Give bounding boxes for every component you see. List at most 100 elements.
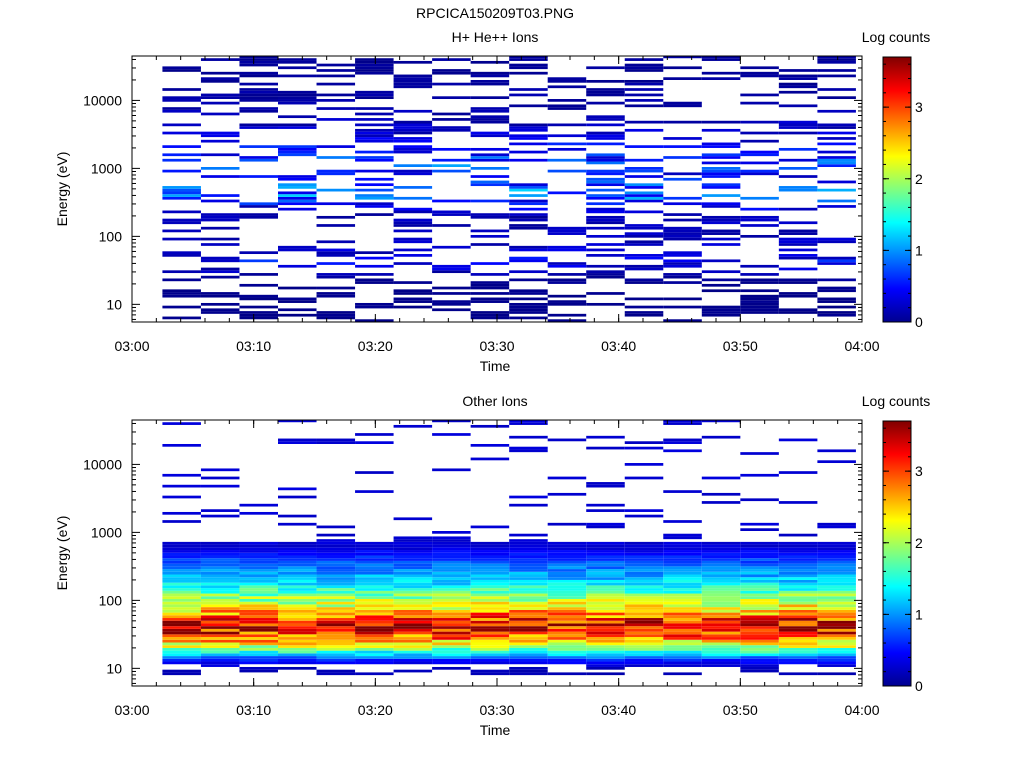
heatmap-cell	[470, 525, 510, 529]
heatmap-cell	[663, 631, 702, 635]
heatmap-cell	[778, 672, 818, 676]
heatmap-cell	[740, 224, 779, 227]
heatmap-cell	[663, 101, 702, 105]
heatmap-cell	[162, 305, 201, 309]
heatmap-cell	[432, 267, 471, 271]
heatmap-cell	[200, 101, 240, 105]
heatmap-cell	[586, 656, 625, 659]
heatmap-cell	[509, 213, 548, 216]
heatmap-cell	[586, 226, 625, 230]
heatmap-cell	[624, 186, 664, 189]
heatmap-cell	[547, 628, 587, 632]
heatmap-cell	[740, 607, 779, 610]
heatmap-cell	[432, 634, 471, 638]
heatmap-cell	[432, 71, 471, 75]
heatmap-cell	[778, 634, 818, 638]
heatmap-cell	[393, 623, 433, 627]
heatmap-cell	[470, 424, 510, 428]
heatmap-cell	[470, 618, 510, 621]
heatmap-cell	[586, 598, 625, 602]
heatmap-cell	[355, 281, 394, 284]
heatmap-cell	[393, 541, 433, 545]
heatmap-cell	[162, 634, 201, 638]
heatmap-cell	[547, 569, 587, 572]
heatmap-cell	[740, 590, 779, 594]
heatmap-cell	[701, 631, 741, 635]
heatmap-cell	[701, 607, 741, 610]
heatmap-cell	[355, 609, 394, 613]
heatmap-cell	[200, 628, 240, 632]
heatmap-cell	[624, 607, 664, 610]
heatmap-cell	[162, 620, 201, 624]
heatmap-cell	[624, 128, 664, 132]
heatmap-cell	[701, 145, 741, 148]
heatmap-cell	[162, 626, 201, 629]
heatmap-cell	[547, 658, 587, 662]
heatmap-cell	[701, 645, 741, 648]
heatmap-cell	[239, 213, 278, 216]
heatmap-cell	[740, 207, 779, 211]
heatmap-cell	[470, 243, 510, 246]
panel1-y-axis-label: Energy (eV)	[54, 152, 70, 227]
heatmap-cell	[432, 571, 471, 575]
heatmap-cell	[316, 650, 356, 654]
heatmap-cell	[778, 612, 818, 616]
heatmap-cell	[239, 623, 278, 627]
heatmap-cell	[817, 664, 856, 667]
heatmap-cell	[663, 550, 702, 553]
heatmap-cell	[470, 175, 510, 178]
heatmap-cell	[316, 618, 356, 621]
heatmap-cell	[239, 658, 278, 662]
heatmap-cell	[393, 131, 433, 135]
heatmap-cell	[509, 569, 548, 572]
heatmap-cell	[355, 579, 394, 583]
heatmap-cell	[817, 623, 856, 627]
heatmap-cell	[663, 577, 702, 580]
heatmap-cell	[624, 577, 664, 580]
heatmap-cell	[817, 552, 856, 556]
heatmap-cell	[432, 645, 471, 648]
heatmap-cell	[162, 560, 201, 564]
heatmap-cell	[586, 123, 625, 127]
heatmap-cell	[200, 77, 240, 80]
panel2-y-axis-label: Energy (eV)	[54, 516, 70, 591]
heatmap-cell	[393, 237, 433, 241]
heatmap-cell	[393, 150, 433, 154]
heatmap-cell	[239, 93, 278, 97]
heatmap-cell	[470, 183, 510, 187]
heatmap-cell	[586, 275, 625, 279]
heatmap-cell	[509, 571, 548, 575]
heatmap-cell	[432, 536, 471, 540]
heatmap-cell	[817, 645, 856, 648]
heatmap-cell	[470, 558, 510, 561]
heatmap-cell	[509, 422, 548, 425]
heatmap-cell	[278, 571, 317, 575]
heatmap-cell	[586, 273, 625, 276]
heatmap-cell	[586, 563, 625, 567]
heatmap-cell	[432, 126, 471, 129]
heatmap-cell	[162, 593, 201, 597]
heatmap-cell	[778, 267, 818, 271]
heatmap-cell	[393, 137, 433, 140]
heatmap-cell	[663, 281, 702, 284]
heatmap-cell	[509, 547, 548, 551]
x-tick-label: 03:30	[479, 338, 514, 354]
heatmap-cell	[778, 547, 818, 551]
heatmap-cell	[432, 286, 471, 290]
heatmap-cell	[701, 569, 741, 572]
heatmap-cell	[586, 446, 625, 450]
heatmap-cell	[316, 118, 356, 121]
heatmap-cell	[586, 615, 625, 619]
heatmap-cell	[586, 653, 625, 657]
heatmap-cell	[393, 120, 433, 124]
heatmap-cell	[740, 574, 779, 578]
heatmap-cell	[740, 571, 779, 575]
heatmap-cell	[200, 609, 240, 613]
heatmap-cell	[547, 226, 587, 230]
heatmap-cell	[740, 626, 779, 629]
heatmap-cell	[432, 639, 471, 643]
heatmap-cell	[663, 104, 702, 108]
heatmap-cell	[586, 101, 625, 105]
heatmap-cell	[470, 262, 510, 265]
